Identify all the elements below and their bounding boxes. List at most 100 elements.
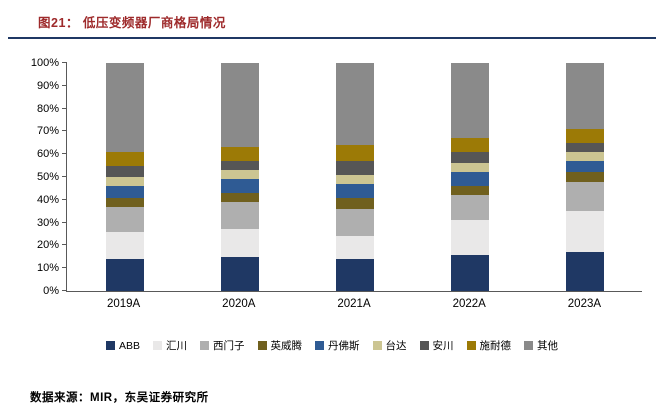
legend-swatch [200, 341, 209, 350]
bar-segment [105, 231, 144, 260]
y-tick-mark [62, 107, 67, 109]
legend-label: 其他 [537, 340, 558, 352]
legend-label: 台达 [385, 340, 407, 352]
bar-segment [450, 163, 489, 173]
bar-segment [220, 256, 259, 291]
bar-segment [220, 229, 259, 257]
bar-segment [450, 195, 489, 221]
bar-segment [450, 172, 489, 187]
legend-label: 英威腾 [270, 340, 303, 352]
bar-segment [335, 161, 374, 175]
bar-segment [220, 170, 259, 180]
bar-segment [335, 145, 374, 162]
legend-item: 台达 [372, 338, 407, 353]
bar-segment [220, 147, 259, 162]
bar-segment [335, 236, 374, 260]
x-tick-label: 2023A [567, 298, 602, 310]
bar-segment [220, 161, 259, 171]
stacked-bar-chart: 0% 10% 20% 30% 40% 50% 60% 70% 80% 90% 100% 2019A 2… [31, 57, 642, 310]
y-tick-mark [62, 290, 67, 291]
legend-swatch [372, 341, 382, 350]
y-tick-mark [62, 130, 67, 132]
bar-segment [335, 259, 374, 291]
bar-segment [105, 186, 144, 198]
y-tick-mark [62, 267, 67, 269]
y-tick-label: 30% [36, 216, 59, 229]
bar-segment [105, 63, 144, 152]
bar-segment [335, 174, 374, 184]
figure-title: 图21： 低压变频器厂商格局情况 [38, 16, 226, 30]
bar-segment [450, 186, 489, 196]
y-tick-label: 20% [36, 239, 59, 252]
stacked-bar-2022A [450, 63, 489, 291]
stacked-bar-2020A [220, 63, 259, 291]
legend-label: 施耐德 [479, 340, 512, 352]
bar-segment [565, 161, 604, 173]
bar-segment [105, 259, 144, 291]
figure: 图21： 低压变频器厂商格局情况 0% 10% 20% 30% 40% 50% 60% 70%… [0, 16, 664, 404]
bar-segment [335, 208, 374, 237]
y-tick-label: 10% [36, 262, 59, 275]
bar-segment [220, 192, 259, 203]
bar-segment [335, 197, 374, 209]
bars-container [67, 63, 642, 291]
bar-segment [105, 197, 144, 207]
x-tick-label: 2019A [106, 298, 141, 310]
x-axis-labels: 2019A 2020A 2021A 2022A 2023A [66, 298, 642, 310]
bar-segment [105, 151, 144, 166]
y-tick-mark [62, 62, 67, 63]
title-rule [8, 37, 656, 39]
legend-item: 安川 [419, 338, 454, 353]
bar-segment [450, 151, 489, 164]
stacked-bar-2021A [335, 63, 374, 291]
stacked-bar-2023A [565, 63, 604, 291]
bar-segment [565, 252, 604, 291]
bar-segment [220, 202, 259, 230]
y-tick-label: 80% [36, 102, 59, 115]
x-tick-label: 2022A [452, 298, 486, 310]
y-tick-mark [62, 198, 67, 200]
legend-label: 安川 [432, 340, 454, 352]
bar-segment [565, 211, 604, 253]
y-tick-mark [62, 153, 67, 155]
source-text: 数据来源：MIR，东吴证券研究所 [30, 392, 209, 404]
stacked-bar-2019A [105, 63, 144, 291]
legend-swatch [524, 341, 533, 350]
bar-segment [335, 63, 374, 146]
y-tick-label: 40% [36, 193, 59, 206]
legend-label: 丹佛斯 [328, 340, 360, 352]
plot-area: 0% 10% 20% 30% 40% 50% 60% 70% 80% 90% 100% [31, 57, 642, 297]
bar-slot [527, 63, 642, 291]
y-tick-mark [62, 244, 67, 246]
legend-item: 西门子 [200, 338, 245, 353]
y-tick-mark [62, 84, 67, 86]
bar-slot [412, 63, 527, 291]
bar-segment [105, 206, 144, 232]
legend-item: ABB [105, 339, 140, 352]
legend-item: 其他 [524, 338, 558, 353]
legend-swatch [315, 341, 324, 350]
bar-segment [565, 129, 604, 143]
x-tick-label: 2021A [337, 298, 371, 310]
bar-segment [105, 177, 144, 187]
y-tick-label: 0% [43, 285, 59, 297]
legend: ABB 汇川 西门子 英威腾 丹佛斯 台达 安川 施耐德 其他 [0, 338, 664, 353]
bar-segment [450, 220, 489, 255]
bar-segment [565, 63, 604, 130]
y-tick-label: 90% [36, 79, 59, 92]
y-tick-mark [62, 176, 67, 177]
bar-segment [105, 165, 144, 178]
bar-slot [182, 63, 297, 291]
legend-item: 施耐德 [466, 338, 512, 353]
legend-swatch [419, 341, 429, 350]
legend-label: ABB [118, 339, 140, 352]
y-tick-mark [62, 221, 67, 223]
y-tick-label: 50% [36, 171, 59, 183]
bar-segment [565, 172, 604, 182]
bar-segment [565, 181, 604, 212]
legend-swatch [153, 341, 162, 350]
bar-slot [297, 63, 412, 291]
legend-label: 西门子 [213, 340, 245, 352]
legend-swatch [466, 341, 476, 350]
legend-item: 汇川 [153, 338, 187, 353]
